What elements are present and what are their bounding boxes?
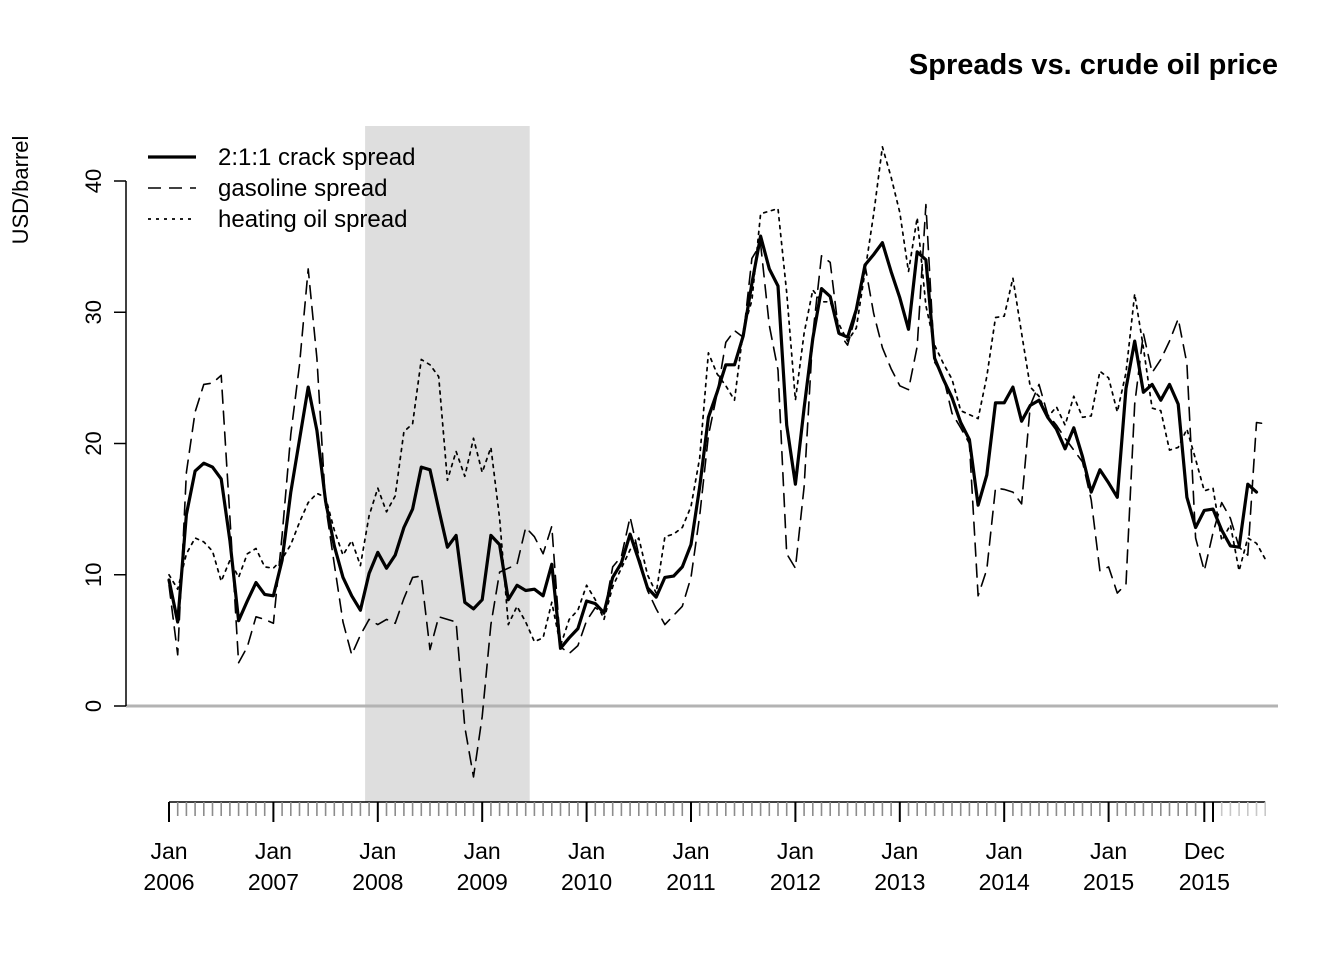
y-axis-label: USD/barrel	[8, 136, 33, 245]
y-tick-label: 0	[81, 700, 106, 712]
series-line-2-1-1-crack-spread	[167, 234, 1259, 650]
x-tick-label-month: Jan	[986, 838, 1023, 864]
x-tick-label-year: 2010	[561, 869, 612, 895]
x-tick-label-year: 2007	[248, 869, 299, 895]
x-tick-label-month: Jan	[777, 838, 814, 864]
x-tick-label-year: 2012	[770, 869, 821, 895]
chart-title: Spreads vs. crude oil price	[909, 49, 1278, 81]
x-tick-label-year: 2014	[979, 869, 1030, 895]
x-tick-label-year: 2013	[874, 869, 925, 895]
x-tick-label-month: Jan	[359, 838, 396, 864]
x-tick-label-month: Jan	[1090, 838, 1127, 864]
recession-shading	[365, 126, 530, 802]
x-tick-label-year: 2009	[457, 869, 508, 895]
x-tick-label-month: Jan	[464, 838, 501, 864]
x-tick-label-month: Jan	[255, 838, 292, 864]
y-tick-label: 30	[81, 300, 106, 324]
y-axis: 0 10 20 30 40	[81, 169, 127, 712]
x-tick-label-month: Jan	[672, 838, 709, 864]
series-layer	[167, 146, 1267, 778]
series-line-heating-oil-spread	[168, 146, 1267, 647]
x-tick-label-year: 2015	[1083, 869, 1134, 895]
x-tick-label-month: Jan	[881, 838, 918, 864]
legend: 2:1:1 crack spread gasoline spread heating…	[148, 144, 415, 233]
x-tick-label-month: Dec	[1184, 838, 1225, 864]
series-line-gasoline-spread	[168, 203, 1266, 778]
y-tick-label: 40	[81, 169, 106, 193]
y-tick-label: 10	[81, 563, 106, 587]
x-tick-label-month: Jan	[568, 838, 605, 864]
legend-label: 2:1:1 crack spread	[218, 144, 415, 171]
x-axis: Jan 2006 Jan 2007 Jan 2008 Jan 2009 Jan 2010 Jan 20…	[143, 801, 1266, 895]
x-tick-label-year: 2011	[666, 869, 715, 895]
x-tick-label-year: 2008	[352, 869, 403, 895]
recession-shading-layer	[365, 126, 530, 802]
x-tick-label-year: 2006	[143, 869, 194, 895]
legend-label: heating oil spread	[218, 206, 407, 233]
legend-label: gasoline spread	[218, 175, 387, 202]
x-tick-label-year: 2015	[1179, 869, 1230, 895]
x-tick-label-month: Jan	[150, 838, 187, 864]
y-tick-label: 20	[81, 431, 106, 455]
